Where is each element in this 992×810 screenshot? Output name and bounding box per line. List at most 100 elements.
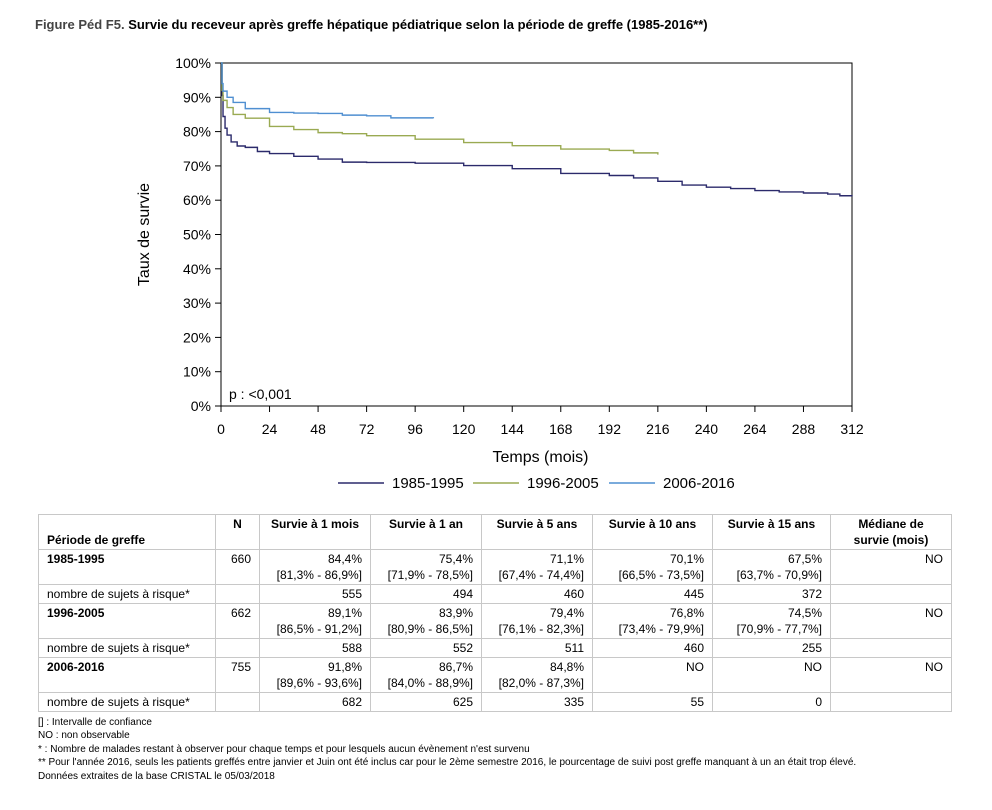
table-header-row: Période de greffe N Survie à 1 mois Surv… — [38, 514, 952, 550]
ci-value: [80,9% - 86,5%] — [387, 622, 473, 636]
table-row-risk: nombre de sujets à risque* 682 625 335 5… — [38, 692, 952, 712]
table-row: 1985-1995 660 84,4% [81,3% - 86,9%] 75,4%… — [38, 549, 952, 585]
footnote-2016: ** Pour l'année 2016, seuls les patients… — [38, 757, 857, 769]
x-tick-label: 72 — [359, 421, 375, 437]
median-cell: NO — [830, 603, 952, 639]
col-header-median: Médiane de survie (mois) — [830, 514, 952, 550]
period-cell: 1985-1995 — [38, 549, 216, 585]
y-tick-label: 20% — [183, 329, 211, 345]
risk-cell: 460 — [481, 584, 593, 604]
empty-cell — [830, 584, 952, 604]
y-axis-title: Taux de survie — [136, 183, 153, 286]
survival-cell: 67,5% [63,7% - 70,9%] — [712, 549, 831, 585]
ci-value: [70,9% - 77,7%] — [736, 622, 822, 636]
y-tick-label: 10% — [183, 364, 211, 380]
series-line-1985-1995 — [221, 62, 853, 197]
survival-cell: 70,1% [66,5% - 73,5%] — [592, 549, 713, 585]
x-tick-label: 120 — [452, 421, 476, 437]
risk-cell: 255 — [712, 638, 831, 658]
survival-cell: 84,8% [82,0% - 87,3%] — [481, 657, 593, 693]
legend-label: 1996-2005 — [527, 475, 599, 492]
y-tick-label: 60% — [183, 192, 211, 208]
risk-cell: 494 — [370, 584, 482, 604]
median-cell: NO — [830, 549, 952, 585]
y-tick-label: 80% — [183, 124, 211, 140]
median-cell: NO — [830, 657, 952, 693]
figure-title-text: Survie du receveur après greffe hépatiqu… — [124, 17, 708, 32]
survival-cell: 91,8% [89,6% - 93,6%] — [259, 657, 371, 693]
p-value-annotation: p : <0,001 — [229, 386, 292, 402]
ci-value: [84,0% - 88,9%] — [387, 676, 473, 690]
survival-cell: 83,9% [80,9% - 86,5%] — [370, 603, 482, 639]
period-cell: 1996-2005 — [38, 603, 216, 639]
risk-cell: 588 — [259, 638, 371, 658]
table-row-risk: nombre de sujets à risque* 555 494 460 4… — [38, 584, 952, 604]
risk-cell: 552 — [370, 638, 482, 658]
y-tick-label: 0% — [191, 398, 211, 414]
table-row-risk: nombre de sujets à risque* 588 552 511 4… — [38, 638, 952, 658]
col-header-1-month: Survie à 1 mois — [259, 514, 371, 550]
footnotes: [] : Intervalle de confiance NO : non ob… — [38, 716, 856, 783]
empty-cell — [215, 692, 260, 712]
ci-value: [71,9% - 78,5%] — [387, 568, 473, 582]
table-row: 1996-2005 662 89,1% [86,5% - 91,2%] 83,9%… — [38, 603, 952, 639]
risk-cell: 625 — [370, 692, 482, 712]
survival-cell: 76,8% [73,4% - 79,9%] — [592, 603, 713, 639]
survival-cell: 74,5% [70,9% - 77,7%] — [712, 603, 831, 639]
x-tick-label: 240 — [695, 421, 719, 437]
figure-label: Figure Péd F5. — [35, 17, 125, 32]
risk-cell: 372 — [712, 584, 831, 604]
survival-cell: 75,4% [71,9% - 78,5%] — [370, 549, 482, 585]
col-header-10-years: Survie à 10 ans — [592, 514, 713, 550]
x-tick-label: 168 — [549, 421, 573, 437]
survival-cell: 86,7% [84,0% - 88,9%] — [370, 657, 482, 693]
x-tick-label: 312 — [840, 421, 864, 437]
survival-cell: 79,4% [76,1% - 82,3%] — [481, 603, 593, 639]
empty-cell — [830, 638, 952, 658]
footnote-source: Données extraites de la base CRISTAL le … — [38, 770, 275, 782]
col-header-5-years: Survie à 5 ans — [481, 514, 593, 550]
series-line-1996-2005 — [221, 62, 659, 155]
ci-value: [86,5% - 91,2%] — [276, 622, 362, 636]
n-cell: 660 — [215, 549, 260, 585]
x-tick-label: 24 — [262, 421, 278, 437]
y-tick-label: 100% — [175, 55, 211, 71]
ci-value: [89,6% - 93,6%] — [276, 676, 362, 690]
risk-label-cell: nombre de sujets à risque* — [38, 638, 216, 658]
risk-cell: 555 — [259, 584, 371, 604]
survival-cell: 71,1% [67,4% - 74,4%] — [481, 549, 593, 585]
y-tick-label: 50% — [183, 227, 211, 243]
ci-value: [67,4% - 74,4%] — [498, 568, 584, 582]
x-tick-label: 96 — [407, 421, 423, 437]
survival-cell: 89,1% [86,5% - 91,2%] — [259, 603, 371, 639]
y-tick-label: 30% — [183, 295, 211, 311]
empty-cell — [830, 692, 952, 712]
col-header-1-year: Survie à 1 an — [370, 514, 482, 550]
period-cell: 2006-2016 — [38, 657, 216, 693]
table-row: 2006-2016 755 91,8% [89,6% - 93,6%] 86,7%… — [38, 657, 952, 693]
x-tick-label: 48 — [310, 421, 326, 437]
survival-cell: 84,4% [81,3% - 86,9%] — [259, 549, 371, 585]
ci-value: [73,4% - 79,9%] — [618, 622, 704, 636]
ci-value: [81,3% - 86,9%] — [276, 568, 362, 582]
empty-cell — [215, 584, 260, 604]
risk-cell: 682 — [259, 692, 371, 712]
risk-cell: 511 — [481, 638, 593, 658]
ci-value: [76,1% - 82,3%] — [498, 622, 584, 636]
footnote-ci: [] : Intervalle de confiance — [38, 717, 152, 728]
ci-value: [66,5% - 73,5%] — [618, 568, 704, 582]
x-tick-label: 216 — [646, 421, 670, 437]
risk-cell: 0 — [712, 692, 831, 712]
risk-label-cell: nombre de sujets à risque* — [38, 692, 216, 712]
plot-frame — [220, 62, 853, 407]
footnote-risk: * : Nombre de malades restant à observer… — [38, 743, 530, 755]
risk-cell: 55 — [592, 692, 713, 712]
y-tick-label: 70% — [183, 158, 211, 174]
footnote-no: NO : non observable — [38, 730, 130, 742]
risk-cell: 445 — [592, 584, 713, 604]
y-tick-label: 40% — [183, 261, 211, 277]
x-tick-label: 264 — [743, 421, 767, 437]
survival-cell: NO — [712, 657, 831, 693]
x-tick-label: 0 — [217, 421, 225, 437]
empty-cell — [215, 638, 260, 658]
